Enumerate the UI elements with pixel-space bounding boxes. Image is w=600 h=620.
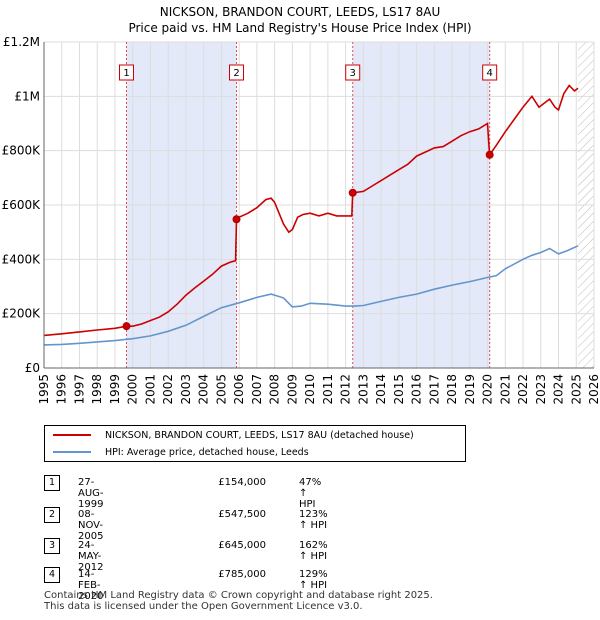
transaction-price: £785,000 bbox=[218, 569, 266, 580]
chart-title: NICKSON, BRANDON COURT, LEEDS, LS17 8AU bbox=[160, 5, 441, 19]
y-tick-label: £800K bbox=[2, 144, 42, 158]
transaction-hpi: 47% ↑ HPI bbox=[299, 477, 322, 510]
x-tick-label: 2018 bbox=[445, 374, 459, 405]
property-price-line bbox=[43, 84, 579, 337]
x-tick-label: 2009 bbox=[285, 374, 299, 405]
sale-marker-box bbox=[345, 64, 361, 81]
legend-item-property: NICKSON, BRANDON COURT, LEEDS, LS17 8AU … bbox=[53, 427, 414, 443]
transaction-number: 4 bbox=[44, 567, 60, 583]
x-tick-label: 2001 bbox=[143, 374, 157, 405]
x-tick-label: 2007 bbox=[250, 374, 264, 405]
y-tick-label: £400K bbox=[2, 252, 42, 266]
footer-licence: This data is licensed under the Open Gov… bbox=[44, 601, 363, 612]
x-tick-label: 1999 bbox=[108, 374, 122, 405]
x-tick-label: 2013 bbox=[356, 374, 370, 405]
y-tick-label: £600K bbox=[2, 198, 42, 212]
legend: NICKSON, BRANDON COURT, LEEDS, LS17 8AU … bbox=[44, 425, 466, 462]
x-tick-label: 2012 bbox=[339, 374, 353, 405]
y-tick-label: £200K bbox=[2, 307, 42, 321]
x-tick-label: 2020 bbox=[481, 374, 495, 405]
transaction-price: £547,500 bbox=[218, 509, 266, 520]
x-tick-label: 2011 bbox=[321, 374, 335, 405]
x-tick-label: 2014 bbox=[374, 374, 388, 405]
y-tick-label: £1.2M bbox=[3, 35, 40, 49]
legend-swatch-property bbox=[53, 434, 91, 436]
y-tick-label: £0 bbox=[25, 361, 40, 375]
y-tick-label: £1M bbox=[14, 89, 40, 103]
sale-point bbox=[485, 150, 494, 159]
price-chart: NICKSON, BRANDON COURT, LEEDS, LS17 8AU … bbox=[2, 5, 600, 405]
sale-marker-number: 4 bbox=[486, 68, 492, 79]
transaction-hpi: 129% ↑ HPI bbox=[299, 569, 328, 591]
transaction-date: 27-AUG-1999 bbox=[78, 477, 104, 510]
transaction-number: 3 bbox=[44, 538, 60, 554]
x-tick-label: 2026 bbox=[587, 374, 600, 405]
sale-marker-box bbox=[119, 64, 134, 81]
x-tick-label: 2017 bbox=[427, 374, 441, 405]
sale-marker-box bbox=[482, 64, 498, 81]
transaction-hpi: 123% ↑ HPI bbox=[299, 509, 328, 531]
x-tick-label: 2024 bbox=[552, 374, 566, 405]
legend-item-hpi: HPI: Average price, detached house, Leed… bbox=[53, 444, 309, 460]
chart-subtitle: Price paid vs. HM Land Registry's House … bbox=[128, 21, 471, 35]
x-tick-label: 1995 bbox=[37, 374, 51, 405]
footer: Contains HM Land Registry data © Crown c… bbox=[44, 590, 433, 612]
hpi-line bbox=[43, 245, 579, 346]
x-tick-label: 1996 bbox=[55, 374, 69, 405]
transaction-number: 1 bbox=[44, 475, 60, 491]
x-tick-label: 2008 bbox=[268, 374, 282, 405]
x-tick-label: 2003 bbox=[179, 374, 193, 405]
x-tick-label: 2025 bbox=[569, 374, 583, 405]
x-tick-label: 2005 bbox=[214, 374, 228, 405]
x-tick-label: 2002 bbox=[161, 374, 175, 405]
transaction-date: 08-NOV-2005 bbox=[78, 509, 104, 542]
x-tick-label: 2022 bbox=[516, 374, 530, 405]
sale-marker-number: 2 bbox=[233, 68, 239, 79]
transaction-price: £154,000 bbox=[218, 477, 266, 488]
transaction-hpi: 162% ↑ HPI bbox=[299, 540, 328, 562]
x-tick-label: 2019 bbox=[463, 374, 477, 405]
x-tick-label: 2023 bbox=[534, 374, 548, 405]
sale-marker-box bbox=[229, 64, 244, 81]
sale-marker-number: 1 bbox=[123, 68, 129, 79]
x-tick-label: 2006 bbox=[232, 374, 246, 405]
legend-label-property: NICKSON, BRANDON COURT, LEEDS, LS17 8AU … bbox=[105, 429, 414, 441]
x-tick-label: 1998 bbox=[90, 374, 104, 405]
x-tick-label: 2000 bbox=[126, 374, 140, 405]
x-tick-label: 1997 bbox=[72, 374, 86, 405]
x-tick-label: 2016 bbox=[410, 374, 424, 405]
transaction-date: 24-MAY-2012 bbox=[78, 540, 104, 573]
transaction-price: £645,000 bbox=[218, 540, 266, 551]
x-tick-label: 2015 bbox=[392, 374, 406, 405]
x-tick-label: 2010 bbox=[303, 374, 317, 405]
sale-point bbox=[122, 322, 131, 331]
transaction-number: 2 bbox=[44, 507, 60, 523]
x-tick-label: 2021 bbox=[498, 374, 512, 405]
sale-point bbox=[232, 215, 241, 224]
x-tick-label: 2004 bbox=[197, 374, 211, 405]
transaction-date: 14-FEB-2020 bbox=[78, 569, 104, 602]
sale-point bbox=[348, 188, 357, 197]
legend-label-hpi: HPI: Average price, detached house, Leed… bbox=[105, 446, 309, 458]
legend-swatch-hpi bbox=[53, 451, 91, 453]
sale-marker-number: 3 bbox=[350, 68, 356, 79]
footer-copyright: Contains HM Land Registry data © Crown c… bbox=[44, 590, 433, 601]
